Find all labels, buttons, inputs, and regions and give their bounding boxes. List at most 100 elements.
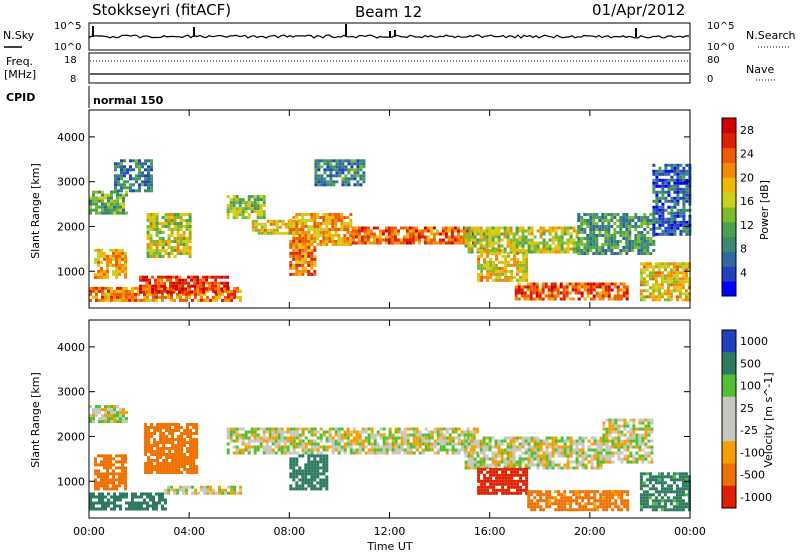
- heatmap-cell: [556, 291, 560, 295]
- heatmap-cell: [673, 178, 677, 182]
- heatmap-cell: [317, 174, 321, 178]
- heatmap-cell: [466, 430, 470, 434]
- heatmap-cell: [604, 282, 608, 286]
- heatmap-cell: [655, 193, 659, 197]
- heatmap-cell: [298, 248, 302, 252]
- heatmap-cell: [616, 291, 620, 295]
- heatmap-cell: [554, 448, 558, 452]
- heatmap-cell: [405, 226, 409, 230]
- heatmap-cell: [100, 478, 103, 482]
- heatmap-cell: [682, 187, 686, 191]
- heatmap-cell: [359, 183, 363, 187]
- heatmap-cell: [619, 222, 623, 225]
- heatmap-cell: [587, 496, 591, 500]
- heatmap-cell: [253, 430, 257, 434]
- heatmap-cell: [667, 229, 671, 233]
- heatmap-cell: [119, 417, 122, 421]
- heatmap-cell: [125, 193, 128, 197]
- heatmap-cell: [501, 248, 505, 252]
- heatmap-cell: [298, 445, 302, 449]
- heatmap-cell: [681, 286, 685, 290]
- heatmap-cell: [120, 177, 123, 181]
- heatmap-cell: [101, 289, 104, 293]
- heatmap-cell: [289, 260, 293, 264]
- heatmap-cell: [527, 232, 531, 236]
- heatmap-cell: [160, 275, 164, 279]
- heatmap-cell: [655, 181, 659, 185]
- heatmap-cell: [164, 225, 168, 228]
- heatmap-cell: [95, 405, 98, 409]
- heatmap-cell: [533, 463, 537, 467]
- heatmap-cell: [584, 505, 588, 509]
- heatmap-cell: [578, 502, 582, 506]
- heatmap-cell: [464, 460, 468, 464]
- range-tick-label: 4000: [57, 131, 85, 144]
- heatmap-cell: [292, 442, 296, 446]
- heatmap-cell: [331, 439, 335, 443]
- heatmap-cell: [223, 284, 227, 288]
- heatmap-cell: [186, 468, 190, 471]
- heatmap-cell: [322, 454, 326, 458]
- heatmap-cell: [244, 210, 248, 214]
- heatmap-cell: [116, 420, 119, 424]
- heatmap-cell: [325, 219, 329, 222]
- heatmap-cell: [116, 414, 119, 418]
- heatmap-cell: [448, 448, 452, 452]
- heatmap-cell: [212, 488, 216, 492]
- heatmap-cell: [608, 424, 612, 428]
- heatmap-cell: [241, 448, 245, 452]
- heatmap-cell: [116, 298, 119, 302]
- heatmap-cell: [637, 231, 641, 234]
- heatmap-cell: [313, 213, 317, 216]
- heatmap-cell: [335, 171, 339, 175]
- heatmap-cell: [590, 502, 594, 506]
- heatmap-cell: [340, 228, 344, 231]
- heatmap-cell: [134, 507, 137, 511]
- heatmap-cell: [106, 481, 109, 485]
- heatmap-cell: [244, 216, 248, 220]
- heatmap-cell: [301, 231, 305, 234]
- heatmap-cell: [144, 423, 148, 426]
- heatmap-cell: [319, 433, 323, 437]
- heatmap-cell: [387, 232, 391, 236]
- heatmap-cell: [164, 219, 168, 222]
- heatmap-cell: [497, 454, 501, 458]
- heatmap-cell: [391, 439, 395, 443]
- heatmap-cell: [628, 219, 632, 222]
- heatmap-cell: [519, 260, 523, 264]
- heatmap-cell: [113, 501, 116, 505]
- heatmap-cell: [148, 281, 152, 285]
- heatmap-cell: [337, 234, 341, 237]
- heatmap-cell: [147, 159, 150, 163]
- heatmap-cell: [156, 429, 160, 432]
- heatmap-cell: [560, 505, 564, 509]
- heatmap-cell: [360, 229, 364, 233]
- heatmap-cell: [226, 281, 230, 285]
- heatmap-cell: [682, 205, 686, 209]
- heatmap-cell: [97, 481, 100, 485]
- heatmap-cell: [317, 168, 321, 172]
- heatmap-cell: [616, 285, 620, 289]
- heatmap-cell: [409, 445, 413, 449]
- heatmap-cell: [143, 501, 146, 505]
- heatmap-cell: [605, 496, 609, 500]
- heatmap-cell: [637, 225, 641, 228]
- heatmap-cell: [313, 439, 317, 443]
- heatmap-cell: [331, 234, 335, 237]
- heatmap-cell: [513, 263, 517, 267]
- heatmap-cell: [519, 269, 523, 273]
- heatmap-cell: [470, 448, 474, 452]
- heatmap-cell: [500, 226, 504, 230]
- heatmap-cell: [485, 235, 489, 239]
- heatmap-cell: [101, 295, 104, 299]
- heatmap-cell: [346, 442, 350, 446]
- heatmap-cell: [396, 238, 400, 242]
- heatmap-cell: [109, 254, 112, 258]
- heatmap-cell: [400, 445, 404, 449]
- heatmap-cell: [580, 231, 584, 234]
- heatmap-cell: [675, 295, 679, 299]
- heatmap-cell: [532, 282, 536, 286]
- heatmap-cell: [539, 490, 543, 494]
- heatmap-cell: [550, 288, 554, 292]
- heatmap-cell: [418, 439, 422, 443]
